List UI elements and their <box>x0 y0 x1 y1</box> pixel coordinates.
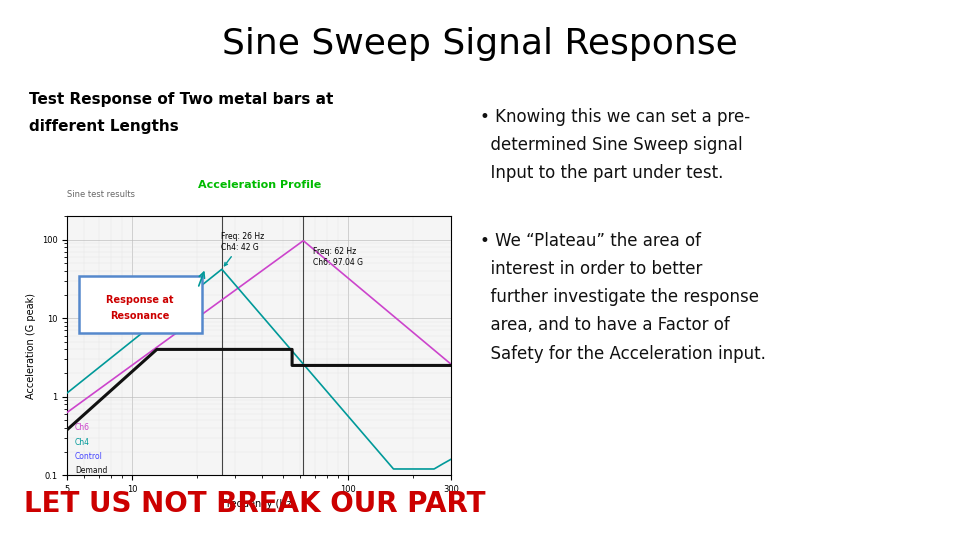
Text: Acceleration Profile: Acceleration Profile <box>198 180 321 190</box>
Text: Response at: Response at <box>107 295 174 305</box>
Text: Freq: 62 Hz
Ch6: 97.04 G: Freq: 62 Hz Ch6: 97.04 G <box>313 247 363 267</box>
Text: further investigate the response: further investigate the response <box>480 288 759 306</box>
Text: area, and to have a Factor of: area, and to have a Factor of <box>480 316 730 334</box>
Text: determined Sine Sweep signal: determined Sine Sweep signal <box>480 136 743 154</box>
Text: Sine Sweep Signal Response: Sine Sweep Signal Response <box>222 27 738 61</box>
Text: Control: Control <box>75 452 103 461</box>
Text: LET US NOT BREAK OUR PART: LET US NOT BREAK OUR PART <box>24 490 485 518</box>
Text: • We “Plateau” the area of: • We “Plateau” the area of <box>480 232 701 250</box>
Text: Ch6: Ch6 <box>75 423 90 433</box>
Y-axis label: Acceleration (G peak): Acceleration (G peak) <box>26 293 36 399</box>
Text: Input to the part under test.: Input to the part under test. <box>480 164 724 182</box>
Text: Demand: Demand <box>75 466 108 475</box>
Text: Safety for the Acceleration input.: Safety for the Acceleration input. <box>480 345 766 362</box>
Text: Sine test results: Sine test results <box>67 190 135 199</box>
Text: Freq: 26 Hz
Ch4: 42 G: Freq: 26 Hz Ch4: 42 G <box>221 232 264 266</box>
Text: Resonance: Resonance <box>110 311 170 321</box>
X-axis label: Frequency (Hz): Frequency (Hz) <box>223 500 296 509</box>
Text: • Knowing this we can set a pre-: • Knowing this we can set a pre- <box>480 108 750 126</box>
FancyBboxPatch shape <box>79 275 202 333</box>
Text: Test Response of Two metal bars at: Test Response of Two metal bars at <box>29 92 333 107</box>
Text: Ch4: Ch4 <box>75 437 90 447</box>
Text: interest in order to better: interest in order to better <box>480 260 703 278</box>
Text: different Lengths: different Lengths <box>29 119 179 134</box>
